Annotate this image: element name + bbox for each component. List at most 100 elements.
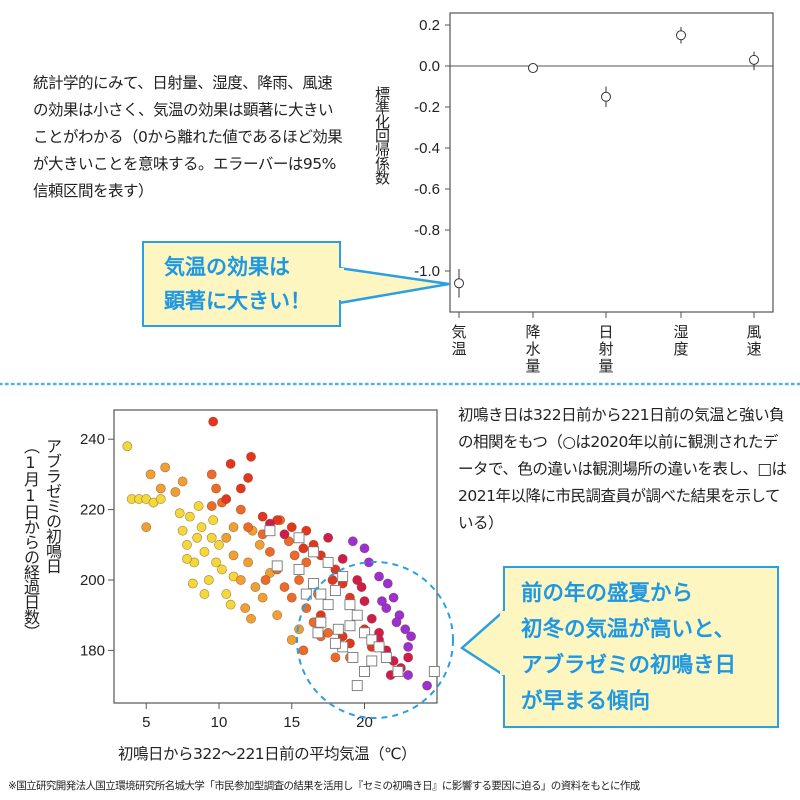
y-tick-label: -0.4: [414, 140, 440, 157]
data-point-circle: [122, 441, 133, 452]
x-tick-char: 水: [525, 340, 540, 358]
x-tick-char: 射: [598, 340, 613, 358]
x-tick-label: 20: [356, 714, 373, 731]
data-point-square: [380, 651, 392, 663]
data-point-square: [308, 578, 320, 589]
data-point-circle: [347, 536, 358, 547]
highlight-circle: [296, 561, 454, 719]
data-point-square: [329, 637, 341, 649]
data-point-square: [373, 641, 385, 653]
data-point-circle: [246, 613, 256, 624]
data-point-circle: [403, 652, 414, 663]
data-point-circle: [225, 458, 236, 469]
top-y-axis-title: 標準化回帰係数: [373, 86, 391, 184]
data-point-circle: [374, 571, 384, 582]
y-tick-label: 0.2: [419, 17, 440, 34]
data-point-square: [359, 627, 370, 639]
x-tick-label: 降水量: [525, 323, 540, 375]
data-point-circle: [279, 529, 290, 540]
data-point-circle: [206, 501, 217, 511]
data-point-circle: [356, 582, 367, 592]
data-point-circle: [182, 553, 192, 564]
data-point-circle: [203, 575, 214, 585]
x-tick-char: 度: [673, 340, 688, 358]
data-point-circle: [199, 546, 210, 557]
y-tick-label: -1.0: [414, 263, 440, 280]
data-point-square: [332, 623, 344, 635]
data-point-circle: [240, 603, 251, 614]
data-point-circle: [228, 522, 239, 533]
x-tick-char: 湿: [673, 323, 688, 341]
bottom-callout-line: 前の年の盛夏から: [521, 581, 694, 606]
x-tick-label: 気温: [451, 323, 466, 358]
y-tick-label: 180: [80, 642, 105, 659]
x-tick-char: 降: [525, 323, 540, 341]
x-tick-char: 温: [451, 340, 466, 358]
y-tick-label: -0.6: [414, 181, 440, 198]
data-point: [454, 278, 464, 289]
top-callout-line: 顕著に大きい！: [164, 289, 311, 313]
data-point-square: [308, 546, 320, 558]
x-tick-char: 風: [746, 323, 761, 341]
data-point-circle: [221, 532, 232, 543]
y-tick-label: 0.0: [419, 58, 440, 75]
data-point-circle: [155, 494, 166, 504]
data-point: [749, 54, 759, 65]
data-point-circle: [403, 641, 414, 652]
data-point-square: [351, 680, 363, 692]
top-callout-line: 気温の効果は: [164, 255, 290, 279]
callout-joint: [500, 611, 508, 675]
data-point-circle: [366, 613, 377, 624]
data-point-circle: [196, 522, 207, 533]
x-tick-char: 量: [525, 357, 540, 375]
data-point-circle: [265, 546, 275, 557]
data-point-square: [322, 599, 334, 611]
data-point-circle: [323, 532, 334, 543]
data-point-circle: [208, 515, 219, 526]
data-point-square: [312, 627, 324, 639]
data-point-square: [344, 620, 356, 632]
data-point: [528, 63, 538, 74]
x-tick-char: 日: [598, 323, 613, 341]
x-tick-label: 日射量: [598, 323, 613, 375]
data-point-circle: [381, 603, 392, 614]
bottom-callout-line: が早まる傾向: [521, 689, 651, 714]
data-point-circle: [184, 511, 195, 522]
x-tick-label: 湿度: [673, 323, 688, 358]
data-point-circle: [257, 511, 268, 522]
data-point-square: [264, 525, 276, 537]
bottom-description: 初鳴き日は322日前から221日前の気温と強い負の相関をもつ（○は2020年以前…: [458, 406, 787, 532]
data-point-circle: [199, 589, 210, 599]
data-point-square: [337, 571, 349, 582]
bottom-callout: 前の年の盛夏から 初冬の気温が高いと、 アブラゼミの初鳴き日 が早まる傾向: [503, 566, 779, 728]
data-point-circle: [298, 645, 309, 656]
data-point-square: [315, 588, 327, 600]
data-point-circle: [382, 578, 393, 589]
x-tick-label: 15: [283, 714, 300, 731]
bottom-callout-line: アブラゼミの初鳴き日: [521, 653, 737, 678]
data-point-circle: [174, 508, 185, 519]
data-point-circle: [177, 525, 188, 536]
data-point-square: [359, 666, 370, 677]
data-point-circle: [177, 476, 188, 487]
y-tick-label: 240: [80, 431, 105, 448]
data-point-circle: [294, 575, 304, 585]
data-point-circle: [160, 462, 171, 473]
data-point-square: [392, 666, 404, 677]
data-point-circle: [235, 504, 246, 515]
data-point-square: [271, 560, 283, 572]
data-point-circle: [254, 539, 265, 550]
data-point-circle: [286, 592, 297, 603]
data-point-circle: [228, 550, 239, 561]
callout-joint: [336, 268, 344, 300]
data-point-circle: [422, 680, 432, 691]
data-point-square: [366, 655, 378, 667]
data-point-square: [351, 609, 363, 621]
data-point-circle: [406, 631, 416, 642]
data-point-square: [322, 556, 334, 568]
bottom-y-axis-subtitle: （1月1日からの経過日数）: [21, 438, 40, 639]
data-point-circle: [337, 553, 348, 564]
data-point-circle: [330, 652, 341, 663]
plot-frame: [449, 12, 774, 313]
